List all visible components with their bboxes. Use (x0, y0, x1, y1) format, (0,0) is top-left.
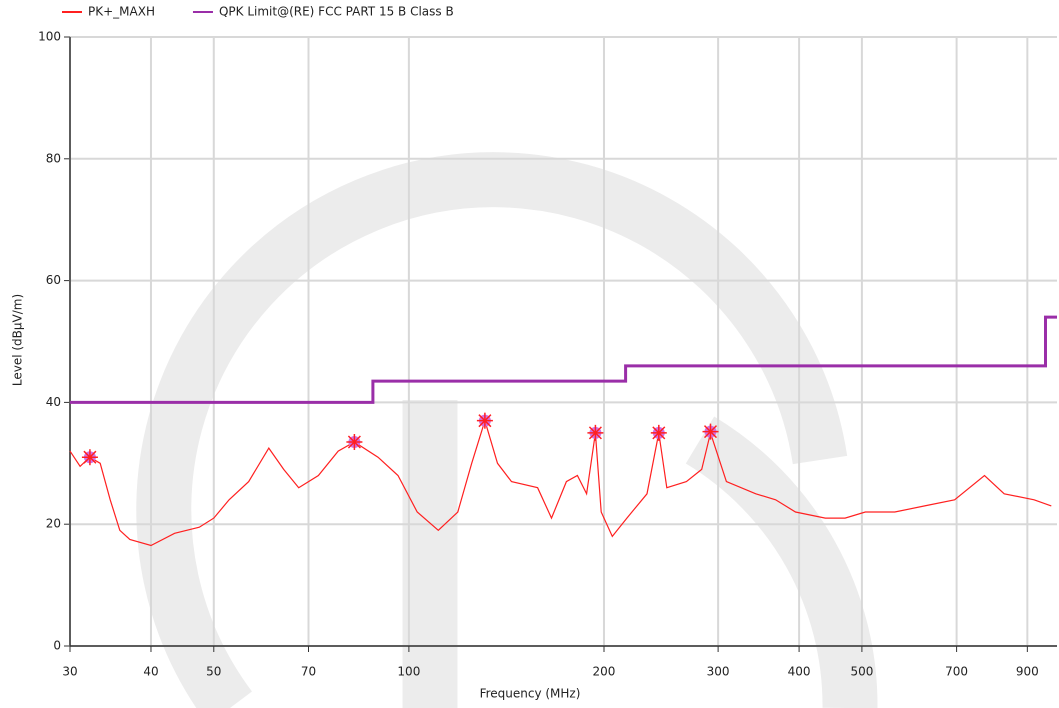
y-axis-label: Level (dBµV/m) (11, 294, 25, 386)
x-tick-label: 400 (788, 665, 811, 679)
marker-ray (588, 426, 602, 440)
peak-marker (81, 449, 98, 466)
peak-marker (650, 424, 667, 441)
y-tick-label: 40 (46, 395, 61, 409)
x-tick-label: 100 (397, 665, 420, 679)
series-line (70, 315, 1057, 404)
watermark (136, 152, 878, 708)
x-tick-label: 900 (1016, 665, 1039, 679)
legend-label: QPK Limit@(RE) FCC PART 15 B Class B (219, 5, 454, 19)
x-tick-label: 500 (850, 665, 873, 679)
y-tick-label: 60 (46, 273, 61, 287)
x-tick-label: 300 (707, 665, 730, 679)
y-tick-label: 20 (46, 517, 61, 531)
peak-marker (587, 424, 604, 441)
x-tick-label: 200 (593, 665, 616, 679)
marker-ray (347, 435, 361, 449)
x-axis-label: Frequency (MHz) (480, 687, 581, 701)
marker-ray (478, 414, 492, 428)
x-tick-label: 700 (945, 665, 968, 679)
x-tick-label: 70 (301, 665, 316, 679)
marker-ray (703, 425, 718, 439)
marker-ray (83, 450, 97, 464)
y-tick-label: 100 (38, 30, 61, 44)
peak-marker (702, 423, 719, 440)
marker-ray (652, 426, 666, 440)
peak-marker (346, 433, 363, 450)
y-tick-label: 80 (46, 151, 61, 165)
x-tick-label: 40 (143, 665, 158, 679)
x-tick-label: 30 (62, 665, 77, 679)
peak-marker (476, 412, 493, 429)
legend-label: PK+_MAXH (88, 5, 155, 19)
series-line (69, 418, 1052, 547)
x-tick-label: 50 (206, 665, 221, 679)
y-tick-label: 0 (53, 639, 61, 653)
